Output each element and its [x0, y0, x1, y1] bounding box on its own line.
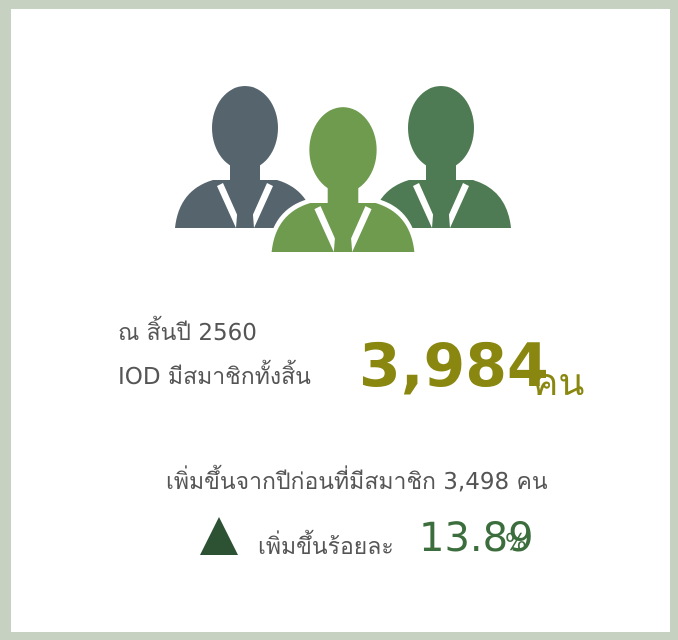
year-label: ณ สิ้นปี 2560 — [118, 320, 257, 346]
growth-label: เพิ่มขึ้นร้อยละ — [258, 534, 394, 560]
person-center — [267, 107, 419, 252]
member-label: IOD มีสมาชิกทั้งสิ้น — [118, 364, 311, 390]
growth-unit: % — [505, 530, 527, 556]
people-icon — [175, 86, 511, 555]
growth-value: 13.89 — [419, 515, 534, 561]
previous-text: เพิ่มขึ้นจากปีก่อนที่มีสมาชิก 3,498 คน — [166, 469, 548, 495]
card: ณ สิ้นปี 2560 IOD มีสมาชิกทั้งสิ้น 3,984… — [11, 9, 670, 632]
member-unit: คน — [533, 360, 585, 404]
up-triangle — [200, 517, 238, 555]
member-count: 3,984 — [359, 331, 549, 401]
